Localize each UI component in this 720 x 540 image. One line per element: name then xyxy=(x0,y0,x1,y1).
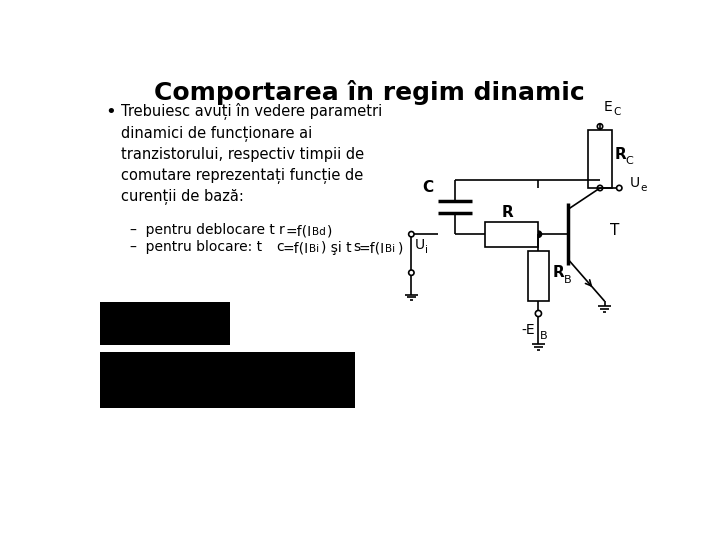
Text: Comportarea în regim dinamic: Comportarea în regim dinamic xyxy=(153,80,585,105)
Bar xyxy=(485,222,539,247)
Text: B: B xyxy=(564,275,572,285)
Text: U: U xyxy=(415,238,425,252)
Text: Bd: Bd xyxy=(312,227,325,237)
Text: ): ) xyxy=(397,241,403,255)
Bar xyxy=(528,251,549,301)
Text: =f(I: =f(I xyxy=(283,241,309,255)
Text: ): ) xyxy=(327,224,332,238)
Text: c: c xyxy=(276,240,284,254)
Text: E: E xyxy=(604,100,613,114)
Bar xyxy=(100,302,230,346)
Text: C: C xyxy=(423,180,434,195)
Text: T: T xyxy=(610,223,619,238)
Text: •: • xyxy=(106,103,117,122)
Text: B: B xyxy=(540,331,548,341)
Text: Trebuiesc avuți în vedere parametri
dinamici de funcționare ai
tranzistorului, r: Trebuiesc avuți în vedere parametri dina… xyxy=(121,103,382,205)
Text: –  pentru blocare: t: – pentru blocare: t xyxy=(130,240,262,254)
Text: =f(I: =f(I xyxy=(286,224,312,238)
Text: R: R xyxy=(502,205,513,220)
Text: s: s xyxy=(353,240,360,254)
Text: –  pentru deblocare t: – pentru deblocare t xyxy=(130,222,275,237)
Bar xyxy=(588,130,611,188)
Circle shape xyxy=(535,231,541,237)
Text: Bi: Bi xyxy=(385,244,395,254)
Text: R: R xyxy=(615,147,626,163)
Text: -E: -E xyxy=(521,323,535,338)
Text: C: C xyxy=(626,156,633,166)
Text: e: e xyxy=(640,183,647,193)
Text: C: C xyxy=(614,107,621,117)
Text: R: R xyxy=(553,265,564,280)
Bar xyxy=(100,352,355,408)
Text: r: r xyxy=(279,222,284,237)
Text: Bi: Bi xyxy=(309,244,319,254)
Text: ) şi t: ) şi t xyxy=(321,241,352,255)
Text: U: U xyxy=(629,177,639,191)
Text: i: i xyxy=(426,245,428,255)
Text: =f(I: =f(I xyxy=(359,241,385,255)
